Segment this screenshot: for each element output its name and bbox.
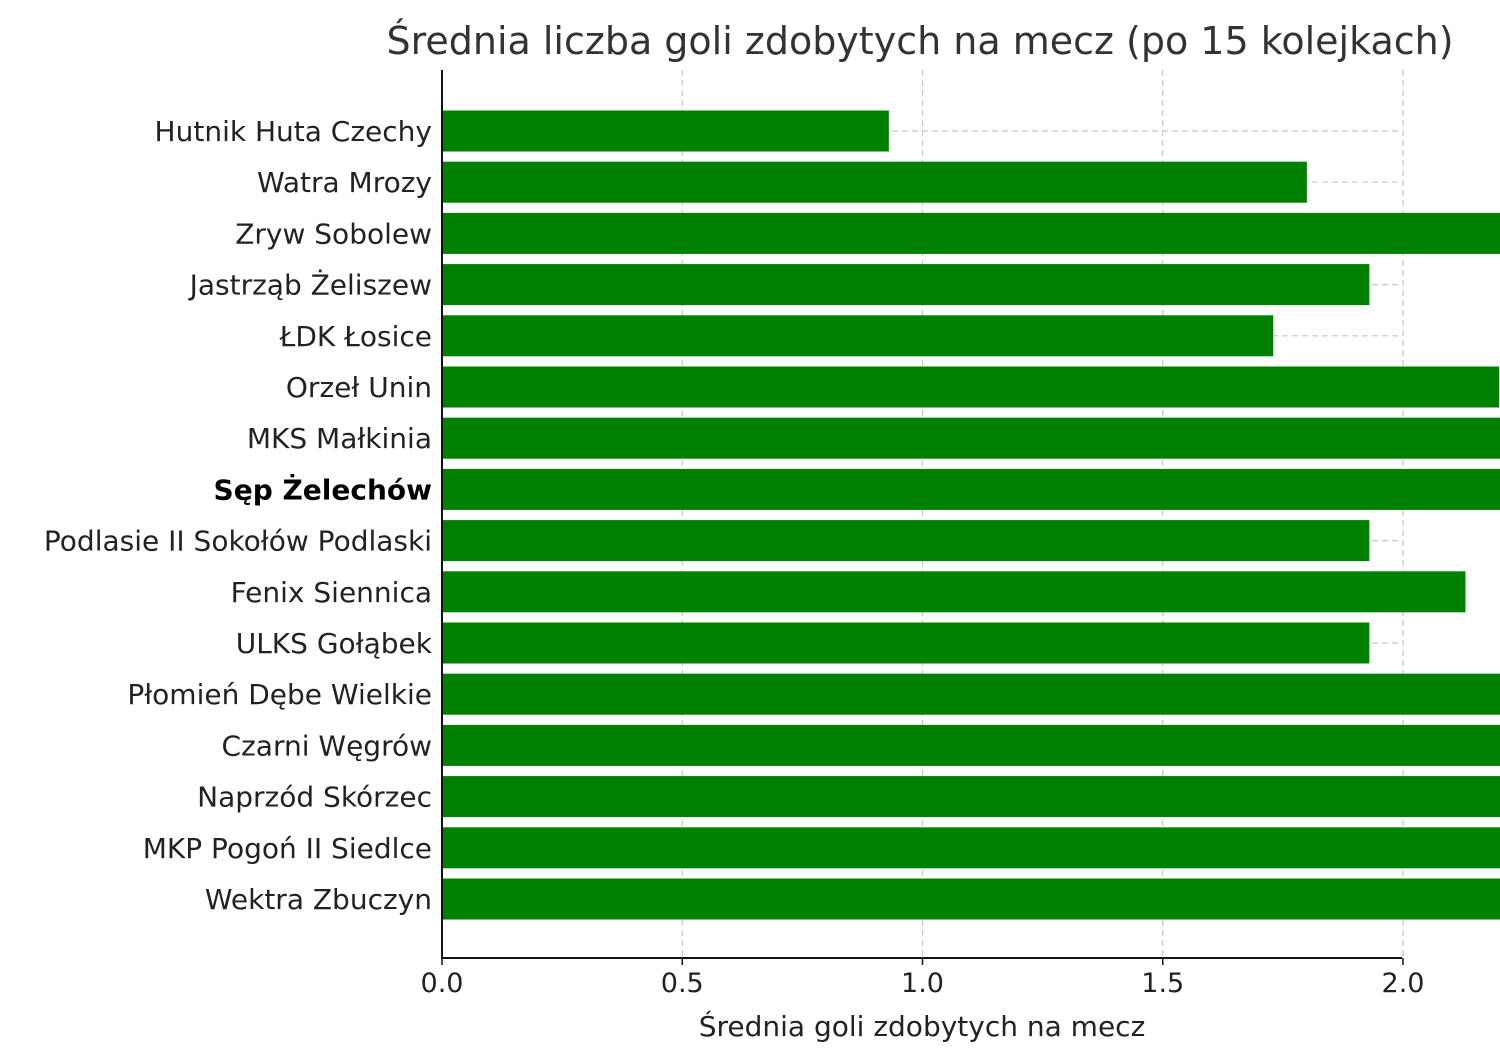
y-tick-label: Podlasie II Sokołów Podlaski bbox=[44, 525, 432, 558]
axes bbox=[441, 70, 1402, 959]
x-axis-title: Średnia goli zdobytych na mecz bbox=[699, 1009, 1146, 1043]
bar bbox=[442, 520, 1370, 562]
y-tick-label: MKP Pogoń II Siedlce bbox=[143, 832, 432, 865]
bar bbox=[442, 673, 1500, 715]
bar bbox=[442, 264, 1370, 306]
x-axis-ticks: 0.00.51.01.52.02.53.03.5 bbox=[421, 958, 1425, 999]
bar bbox=[442, 571, 1466, 613]
bar bbox=[442, 417, 1500, 459]
bar bbox=[442, 161, 1307, 203]
x-tick-label: 1.0 bbox=[901, 968, 944, 999]
bar bbox=[442, 827, 1500, 869]
y-tick-label: Wektra Zbuczyn bbox=[205, 883, 432, 916]
bar bbox=[442, 776, 1500, 818]
y-tick-label: Naprzód Skórzec bbox=[197, 781, 432, 814]
chart-title: Średnia liczba goli zdobytych na mecz (p… bbox=[386, 19, 1453, 63]
y-tick-label: Watra Mrozy bbox=[257, 166, 432, 199]
bar bbox=[442, 468, 1500, 510]
y-tick-label: Zryw Sobolew bbox=[235, 217, 432, 250]
x-tick-label: 0.0 bbox=[421, 968, 464, 999]
y-tick-label: Fenix Siennica bbox=[231, 576, 432, 609]
bar bbox=[442, 366, 1500, 408]
y-axis-labels: Hutnik Huta Czechy Watra Mrozy Zryw Sobole… bbox=[44, 115, 433, 916]
y-tick-label: Sęp Żelechów bbox=[214, 472, 432, 506]
y-tick-label: ŁDK Łosice bbox=[279, 320, 432, 353]
y-tick-label: MKS Małkinia bbox=[247, 422, 432, 455]
bar bbox=[442, 724, 1500, 766]
y-tick-label: Płomień Dębe Wielkie bbox=[127, 678, 432, 711]
bar bbox=[442, 110, 889, 152]
y-tick-label: Czarni Węgrów bbox=[222, 729, 432, 762]
x-tick-label: 2.0 bbox=[1382, 968, 1425, 999]
y-tick-label: Jastrząb Żeliszew bbox=[188, 269, 432, 302]
y-tick-label: Hutnik Huta Czechy bbox=[155, 115, 432, 148]
bars bbox=[442, 110, 1500, 920]
bar bbox=[442, 212, 1500, 254]
bar bbox=[442, 622, 1370, 664]
x-tick-label: 0.5 bbox=[661, 968, 704, 999]
grid bbox=[442, 70, 1404, 958]
y-tick-label: ULKS Gołąbek bbox=[236, 627, 433, 660]
x-tick-label: 1.5 bbox=[1141, 968, 1184, 999]
bar bbox=[442, 878, 1500, 920]
y-tick-label: Orzeł Unin bbox=[286, 371, 432, 404]
bar bbox=[442, 315, 1274, 357]
